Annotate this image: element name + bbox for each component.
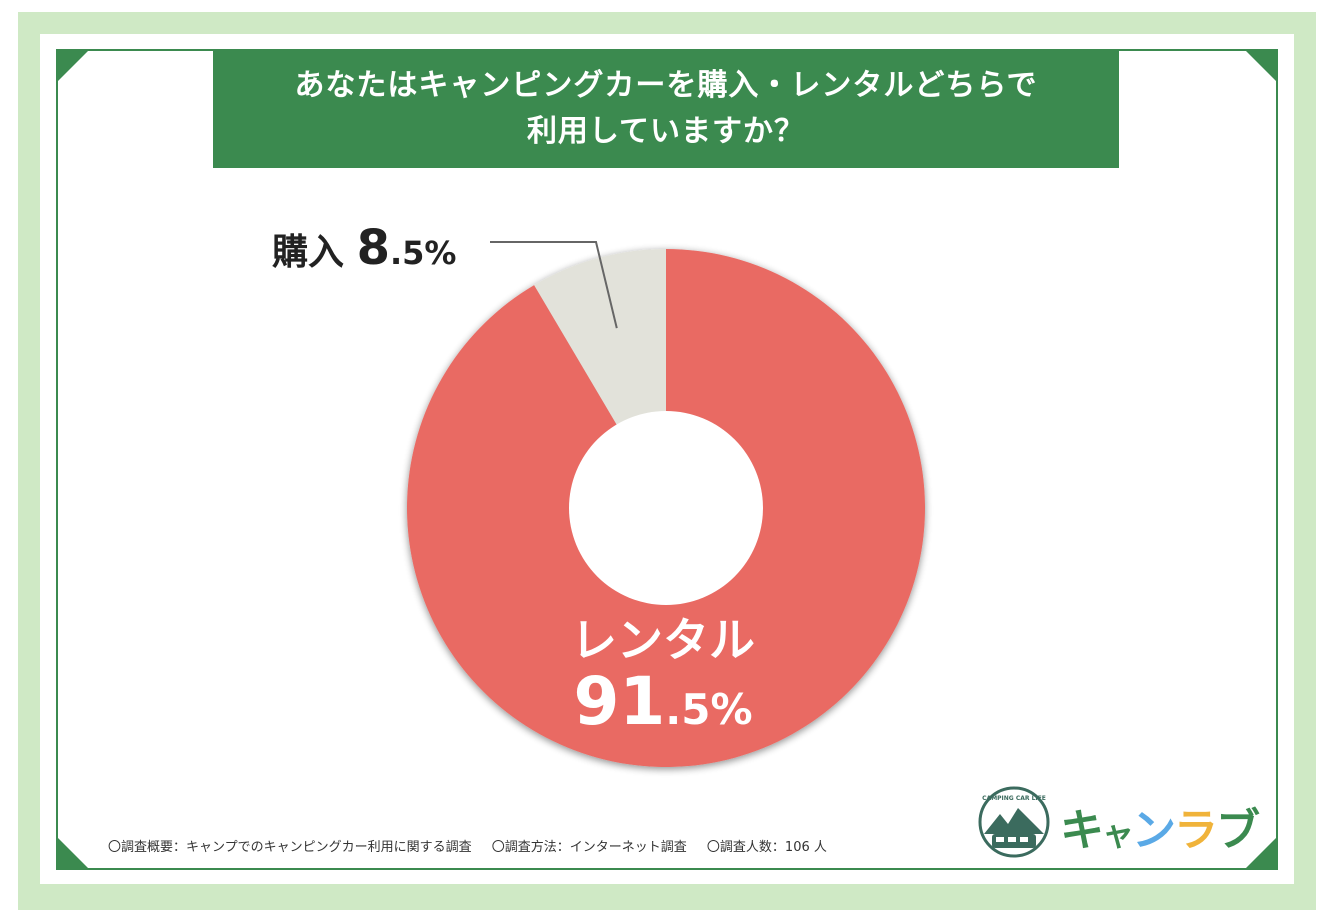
logo-char-3: ン bbox=[1132, 805, 1176, 856]
slice-value-rental: 91.5% bbox=[573, 663, 752, 740]
slice-value-rental-dec: .5% bbox=[665, 685, 752, 734]
slice-value-rental-int: 91 bbox=[573, 663, 665, 740]
frame-left-line bbox=[56, 49, 58, 870]
slice-label-rental: レンタル bbox=[571, 613, 755, 667]
leader-line bbox=[490, 241, 618, 329]
logo-emblem-icon: CAMPING CAR LIFE bbox=[978, 786, 1050, 858]
footnote-count: 〇調査人数：106 人 bbox=[706, 840, 827, 855]
corner-bottom-left bbox=[56, 836, 90, 870]
slice-value-purchase-dec: .5% bbox=[390, 234, 456, 272]
donut-hole bbox=[569, 411, 763, 605]
footnote-method: 〇調査方法：インターネット調査 bbox=[491, 840, 687, 855]
leader-line-group bbox=[490, 241, 618, 329]
logo-char-2: ャ bbox=[1102, 815, 1134, 853]
logo-emblem-text: CAMPING CAR LIFE bbox=[982, 795, 1046, 802]
slice-label-purchase-name: 購入 bbox=[272, 232, 344, 273]
frame-right-line bbox=[1276, 49, 1278, 870]
corner-bottom-right bbox=[1244, 836, 1278, 870]
title-line-1: あなたはキャンピングカーを購入・レンタルどちらで bbox=[294, 68, 1038, 103]
logo-wordmark: キャンラブ bbox=[1060, 794, 1260, 858]
corner-top-right bbox=[1244, 49, 1278, 83]
logo-char-4: ラ bbox=[1174, 805, 1218, 856]
footnote: 〇調査概要：キャンプでのキャンピングカー利用に関する調査 〇調査方法：インターネ… bbox=[108, 836, 843, 855]
slice-value-purchase-int: 8 bbox=[357, 220, 390, 276]
logo-char-5: ブ bbox=[1216, 805, 1260, 856]
title-line-2: 利用していますか？ bbox=[526, 114, 806, 149]
camlove-logo: CAMPING CAR LIFE キャンラブ bbox=[978, 784, 1278, 860]
corner-top-left bbox=[56, 49, 90, 83]
logo-char-1: キ bbox=[1060, 805, 1104, 856]
chart-title: あなたはキャンピングカーを購入・レンタルどちらで 利用していますか？ bbox=[213, 50, 1119, 168]
frame-bottom-line bbox=[56, 868, 1278, 870]
footnote-survey: 〇調査概要：キャンプでのキャンピングカー利用に関する調査 bbox=[108, 840, 472, 855]
slice-label-purchase: 購入 8.5% bbox=[272, 220, 456, 276]
